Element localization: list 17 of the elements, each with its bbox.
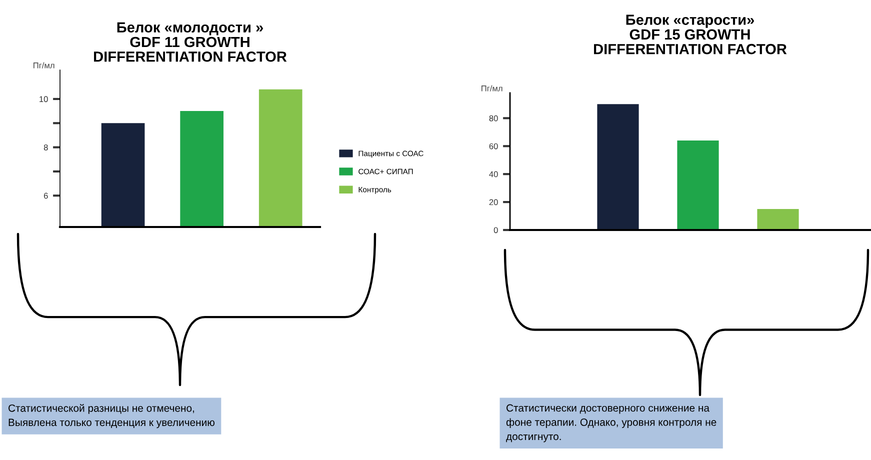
y-tick-label: 0 (494, 227, 498, 234)
y-tick-label: 8 (44, 144, 48, 150)
y-axis-title: Пг/мл (34, 62, 54, 68)
y-tick-label: 10 (40, 96, 48, 102)
chart-title: Белок «старости» GDF 15 GROWTH DIFFERENTIATION FACTOR (594, 14, 787, 54)
text: Статистической разницы не отмечено, Выявлена только тенденция к увеличению (8, 404, 214, 428)
y-tick-label: 40 (489, 171, 498, 178)
chart-title: Белок «молодости » GDF 11 GROWTH DIFFERENTIATION FACTOR (94, 22, 287, 62)
y-tick-label: 80 (489, 115, 498, 122)
bar (757, 209, 799, 230)
bar (597, 104, 639, 230)
y-tick-label: 20 (489, 199, 498, 206)
text: Статистически достоверного снижение на фоне терапии. Однако, уровня контроля не достигнуто. (506, 404, 716, 442)
y-tick-label: 6 (44, 192, 48, 199)
y-tick-label: 60 (489, 143, 498, 150)
y-axis-title: Пг/мл (482, 85, 502, 92)
bar (677, 140, 719, 230)
